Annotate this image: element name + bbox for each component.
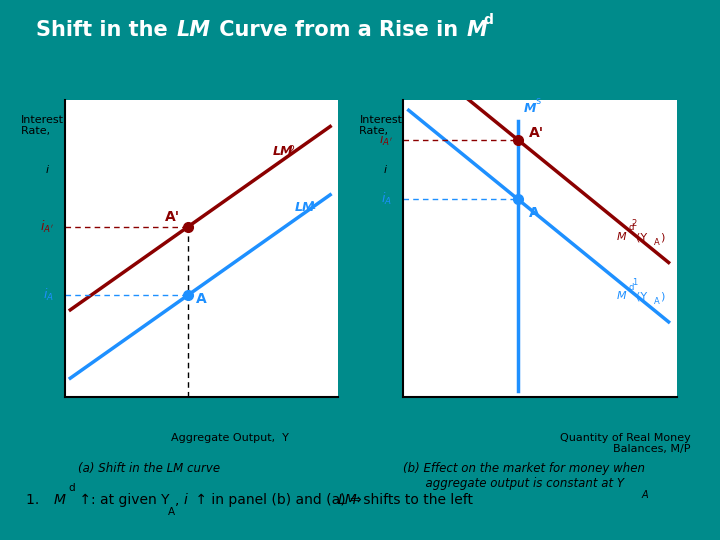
Text: A: A: [642, 490, 648, 501]
Text: d: d: [68, 483, 75, 494]
Text: shifts to the left: shifts to the left: [359, 492, 472, 507]
Text: (b) Effect on the market for money when
      aggregate output is constant at Y: (b) Effect on the market for money when …: [403, 462, 645, 490]
Text: $i_{A'}$: $i_{A'}$: [379, 132, 392, 148]
Text: $M_1/P$: $M_1/P$: [503, 415, 534, 430]
Text: ↑ in panel (b) and (a) ⇒: ↑ in panel (b) and (a) ⇒: [191, 492, 366, 507]
Text: Aggregate Output,  Y: Aggregate Output, Y: [171, 433, 289, 443]
Text: 1: 1: [310, 201, 316, 211]
Text: (a) Shift in the LM curve: (a) Shift in the LM curve: [78, 462, 220, 475]
Text: 1.: 1.: [26, 492, 48, 507]
Text: LM: LM: [294, 201, 315, 214]
Text: A: A: [654, 298, 660, 306]
Text: 2: 2: [631, 219, 637, 228]
Text: i: i: [45, 165, 49, 176]
Text: M: M: [616, 292, 626, 301]
Text: ,: ,: [175, 492, 184, 507]
Text: A': A': [165, 210, 180, 224]
Text: ↑: at given Y: ↑: at given Y: [75, 492, 169, 507]
Text: $Y_A$: $Y_A$: [181, 415, 195, 430]
Text: M: M: [54, 492, 66, 507]
Text: d: d: [628, 223, 634, 232]
Text: LM: LM: [176, 19, 210, 40]
Text: Interest
Rate,: Interest Rate,: [21, 115, 64, 137]
Text: $i_A$: $i_A$: [43, 287, 54, 303]
Text: Curve from a Rise in: Curve from a Rise in: [212, 19, 466, 40]
Text: A: A: [654, 238, 660, 247]
Text: Quantity of Real Money
Balances, M/P: Quantity of Real Money Balances, M/P: [559, 433, 690, 454]
Text: Shift in the: Shift in the: [36, 19, 175, 40]
Text: LM: LM: [273, 145, 293, 158]
Text: M: M: [467, 19, 487, 40]
Text: d: d: [484, 13, 494, 27]
Text: A: A: [529, 206, 540, 220]
Text: $i_A$: $i_A$: [382, 191, 392, 207]
Text: ): ): [660, 232, 665, 242]
Text: ): ): [660, 292, 665, 301]
Text: i: i: [184, 492, 188, 507]
Text: 2: 2: [288, 145, 294, 155]
Text: (Y: (Y: [636, 292, 647, 301]
Text: 1: 1: [631, 278, 637, 287]
Text: s: s: [536, 96, 541, 106]
Text: $i_{A'}$: $i_{A'}$: [40, 219, 54, 235]
Text: A: A: [168, 507, 175, 517]
Text: M: M: [616, 232, 626, 242]
Text: A: A: [196, 292, 207, 306]
Text: LM: LM: [338, 492, 357, 507]
Text: d: d: [628, 282, 634, 292]
Text: M: M: [523, 102, 536, 115]
Text: (Y: (Y: [636, 232, 647, 242]
Text: A': A': [529, 126, 544, 140]
Text: i: i: [384, 165, 387, 176]
Text: Interest
Rate,: Interest Rate,: [359, 115, 402, 137]
